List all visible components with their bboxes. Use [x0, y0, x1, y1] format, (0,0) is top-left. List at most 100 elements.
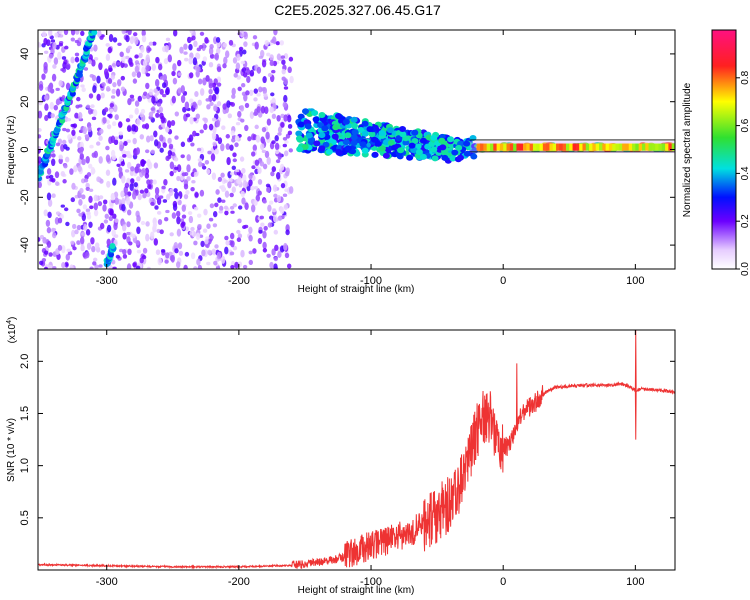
heatmap-cell-1045 [119, 144, 124, 152]
heatmap-cell-585 [88, 195, 93, 204]
heatmap-cell-1364 [160, 249, 166, 253]
heatmap-cell-284 [162, 199, 168, 203]
heatmap-cell-1353 [135, 240, 140, 246]
heatmap-cell-695 [113, 222, 118, 231]
heatmap-cell-2318 [668, 143, 673, 151]
heatmap-cell-1293 [195, 232, 201, 240]
heatmap-cell-376 [113, 104, 118, 113]
heatmap-cell-1249 [283, 242, 288, 251]
heatmap-cell-1649 [302, 108, 309, 115]
heatmap-cell-1225 [91, 152, 97, 158]
heatmap-cell-168 [257, 179, 263, 185]
heatmap-cell-187 [225, 143, 230, 150]
heatmap-cell-715 [253, 111, 258, 116]
heatmap-cell-460 [61, 245, 66, 254]
heatmap-cell-617 [171, 95, 176, 104]
heatmap-cell-634 [266, 52, 271, 57]
heatmap-cell-1857 [366, 126, 374, 133]
heatmap-cell-785 [134, 107, 139, 115]
heatmap-cell-608 [281, 68, 286, 75]
heatmap-cell-814 [140, 45, 145, 53]
heatmap-cell-1260 [262, 248, 268, 253]
heatmap-cell-2299 [605, 143, 610, 151]
heatmap-cell-1082 [121, 175, 126, 184]
heatmap-cell-703 [74, 229, 79, 235]
heatmap-cell-545 [105, 154, 111, 163]
heatmap-cell-768 [109, 209, 114, 216]
heatmap-cell-159 [171, 212, 177, 219]
heatmap-cell-1022 [65, 156, 70, 163]
heatmap-cell-1171 [111, 88, 116, 95]
heatmap-cell-1176 [129, 94, 135, 99]
heatmap-cell-478 [112, 81, 117, 88]
heatmap-cell-999 [156, 102, 162, 107]
heatmap-cell-1696 [295, 135, 303, 142]
heatmap-cell-1246 [177, 59, 182, 67]
heatmap-cell-185 [147, 183, 152, 190]
heatmap-cell-898 [96, 93, 101, 101]
heatmap-cell-2268 [503, 143, 507, 151]
heatmap-cell-1208 [234, 135, 240, 142]
heatmap-cell-507 [98, 135, 103, 141]
heatmap-cell-333 [148, 41, 154, 46]
heatmap-cell-859 [126, 150, 131, 159]
heatmap-cell-1380 [233, 72, 238, 78]
heatmap-cell-405 [106, 180, 111, 188]
heatmap-cell-1242 [282, 136, 288, 141]
heatmap-cell-788 [165, 252, 170, 259]
heatmap-cell-1312 [167, 150, 173, 156]
heatmap-cell-1683 [325, 148, 333, 155]
heatmap-cell-574 [87, 59, 93, 64]
heatmap-cell-1306 [186, 154, 191, 162]
heatmap-cell-502 [54, 217, 60, 225]
heatmap-cell-1366 [224, 190, 230, 198]
heatmap-cell-603 [176, 228, 182, 237]
heatmap-cell-1315 [134, 100, 140, 107]
heatmap-cell-2272 [516, 143, 521, 151]
heatmap-cell-296 [169, 170, 174, 177]
heatmap-cell-265 [256, 92, 261, 97]
heatmap-cell-834 [146, 135, 151, 143]
heatmap-cell-1116 [202, 56, 208, 62]
heatmap-cell-2290 [575, 143, 580, 151]
heatmap-cell-2289 [572, 143, 577, 151]
heatmap-cell-1220 [134, 65, 140, 74]
heatmap-cell-653 [223, 56, 228, 65]
heatmap-cell-2061 [449, 155, 457, 162]
heatmap-cell-533 [98, 264, 103, 268]
heatmap-cell-2311 [645, 143, 650, 151]
heatmap-cell-1029 [257, 167, 262, 175]
snr-ylabel: SNR (10 * v/v) [6, 418, 17, 482]
heatmap-cell-359 [241, 197, 246, 205]
colorbar-tick-label-2: 0.4 [740, 166, 750, 180]
heatmap-cell-995 [104, 213, 110, 219]
heatmap-cell-2261 [480, 143, 484, 151]
heatmap-cell-832 [262, 241, 267, 250]
heatmap-cell-262 [289, 75, 294, 84]
heatmap-cell-329 [58, 43, 63, 47]
heatmap-cell-1343 [267, 204, 272, 212]
heatmap-cell-246 [125, 55, 130, 60]
heatmap-cell-1172 [185, 190, 190, 195]
heatmap-ytick-label-2: 0 [19, 146, 31, 152]
heatmap-ytick-label-3: 20 [19, 96, 31, 108]
heatmap-cell-543 [41, 73, 46, 80]
heatmap-cell-916 [126, 197, 131, 206]
heatmap-cell-963 [137, 95, 142, 102]
heatmap-cell-1011 [172, 77, 178, 85]
heatmap-cell-1137 [239, 30, 245, 38]
heatmap-cell-399 [136, 71, 141, 78]
heatmap-cell-1058 [285, 170, 290, 177]
heatmap-cell-1132 [105, 119, 111, 125]
heatmap-cell-251 [38, 83, 44, 91]
heatmap-cell-777 [92, 85, 97, 94]
heatmap-cell-795 [130, 166, 135, 172]
heatmap-cell-1206 [213, 105, 218, 112]
heatmap-cell-840 [101, 82, 106, 87]
heatmap-cell-864 [271, 207, 277, 213]
heatmap-cell-1155 [191, 230, 197, 238]
heatmap-cell-58 [45, 219, 51, 227]
heatmap-cell-2300 [608, 143, 613, 151]
heatmap-cell-211 [200, 240, 205, 248]
heatmap-cell-1128 [170, 120, 176, 126]
